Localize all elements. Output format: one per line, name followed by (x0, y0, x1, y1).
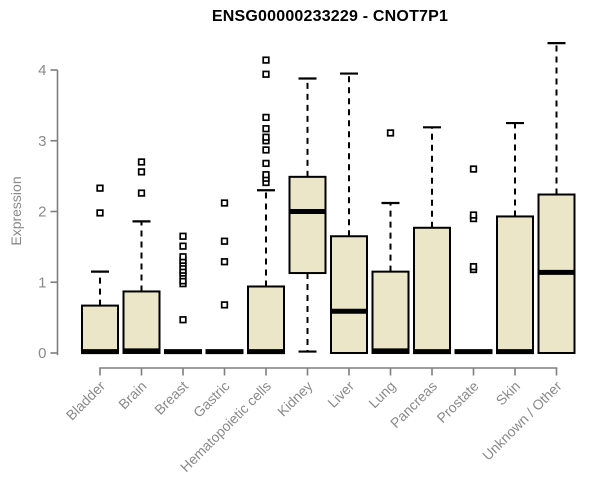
outlier-point (262, 159, 270, 168)
outlier-point (262, 56, 270, 64)
outlier-point (137, 158, 146, 166)
chart-title: ENSG00000233229 - CNOT7P1 (211, 8, 449, 25)
outlier-point (262, 133, 270, 141)
iqr-box (247, 285, 285, 354)
outlier-point (469, 165, 478, 173)
outlier-point (179, 232, 187, 240)
box-prostate (454, 165, 493, 355)
box-unknown-other (537, 42, 576, 354)
y-tick-label: 0 (38, 345, 46, 362)
outlier-point (137, 168, 146, 176)
outlier-point (179, 242, 187, 250)
outlier-point (262, 171, 270, 179)
x-category-label-unknown-other: Unknown / Other (479, 378, 565, 464)
x-category-label-breast: Breast (151, 378, 191, 418)
outlier-point (262, 113, 270, 122)
x-category-label-liver: Liver (324, 378, 357, 411)
box-liver (330, 72, 368, 354)
outlier-point (262, 70, 270, 78)
box-kidney (288, 77, 327, 353)
box-skin (496, 121, 534, 355)
outlier-point (137, 189, 146, 197)
y-tick-label: 3 (38, 133, 46, 150)
iqr-box (330, 235, 368, 354)
box-pancreas (413, 126, 451, 355)
outlier-point (220, 301, 229, 309)
x-category-label-brain: Brain (115, 378, 149, 412)
outlier-point (179, 316, 187, 324)
outlier-point (220, 237, 229, 245)
x-category-label-skin: Skin (493, 378, 524, 409)
box-gastric (205, 199, 244, 355)
x-category-label-kidney: Kidney (274, 378, 316, 420)
outlier-point (469, 263, 478, 271)
iqr-box (81, 304, 119, 355)
y-axis: 0 1 2 3 4 (38, 62, 59, 362)
iqr-box (288, 175, 327, 275)
outlier-point (96, 209, 104, 217)
outlier-point (262, 125, 270, 133)
y-tick-label: 4 (38, 62, 46, 79)
outlier-point (469, 211, 478, 219)
outlier-point (262, 146, 270, 154)
x-category-label-bladder: Bladder (63, 378, 109, 424)
y-tick-label: 2 (38, 204, 46, 221)
outlier-point (179, 253, 187, 261)
box-lung (371, 129, 410, 355)
iqr-box (496, 215, 534, 354)
iqr-box (122, 290, 161, 355)
iqr-box (371, 270, 410, 355)
outlier-point (96, 184, 104, 192)
y-tick-label: 1 (38, 274, 46, 291)
iqr-box (413, 226, 451, 355)
box-hematopoietic-cells (247, 56, 285, 355)
outlier-point (220, 258, 229, 266)
outlier-point (386, 129, 395, 137)
box-breast (164, 232, 202, 355)
x-category-label-lung: Lung (365, 378, 398, 411)
x-category-label-prostate: Prostate (433, 378, 481, 426)
box-bladder (81, 184, 119, 355)
outlier-point (220, 199, 229, 207)
box-brain (122, 158, 161, 355)
